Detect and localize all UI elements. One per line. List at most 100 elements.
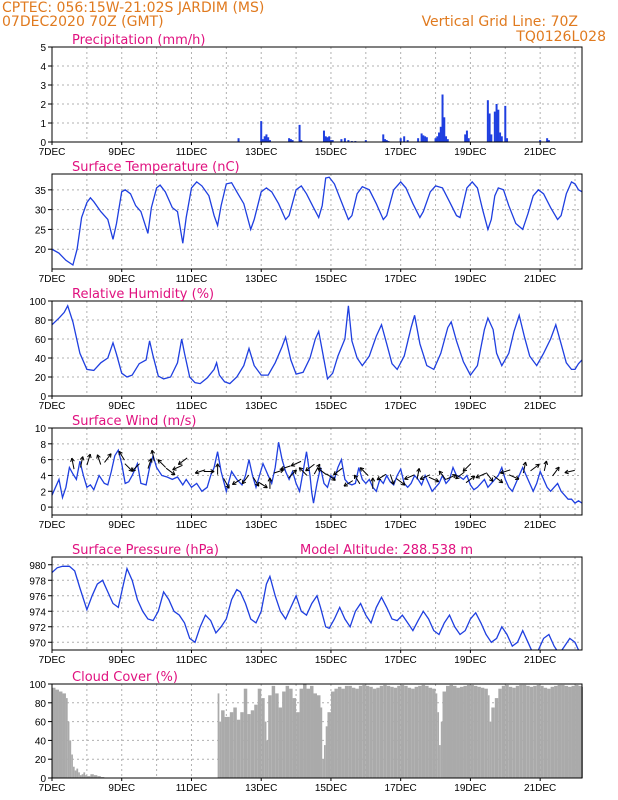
cloud-bar: [313, 693, 317, 778]
wind-arrow: [104, 453, 112, 463]
cloud-bar: [268, 695, 272, 778]
x-tick-label: 13DEC: [245, 147, 277, 158]
cloud-bar: [470, 684, 474, 778]
cloud-bar: [369, 686, 373, 778]
precip-bar: [439, 126, 442, 142]
precip-bar: [446, 139, 449, 142]
wind-arrow: [157, 459, 167, 468]
cloud-bar: [365, 685, 370, 778]
cloud-bar: [221, 710, 225, 778]
cloud-bar: [463, 685, 467, 778]
precip-bar: [291, 140, 294, 142]
wind-arrow: [522, 461, 528, 474]
wind-arrow: [165, 467, 176, 476]
cloud-bar: [219, 721, 222, 778]
precip-bar: [324, 136, 327, 142]
grid: [52, 557, 582, 650]
cloud-bar: [271, 685, 276, 778]
y-tick-label: 972: [29, 623, 46, 634]
x-tick-label: 19DEC: [454, 274, 486, 285]
panel-4: 0 2 4 6 8 10 7DEC 9DEC 11DEC 13DEC 15DEC 17DEC 19DEC…: [35, 414, 583, 531]
cloud-bar: [452, 685, 457, 778]
panel-2: 20 25 30 35 7DEC 9DEC 11DEC 13DEC 15DEC 17DEC 19DE…: [35, 160, 583, 285]
cloud-bar: [526, 685, 530, 778]
cloud-bar: [397, 685, 401, 778]
wind-arrow: [280, 465, 291, 471]
cloud-bar: [404, 685, 408, 778]
cloud-bar: [264, 721, 267, 778]
cloud-bar: [65, 698, 68, 778]
precip-bar: [263, 136, 266, 142]
panel-frame: [51, 46, 583, 143]
cloud-bar: [224, 716, 230, 778]
precip-bar: [267, 137, 270, 142]
cloud-bar: [418, 685, 422, 778]
x-tick-label: 21DEC: [524, 147, 556, 158]
y-tick-label: 974: [29, 607, 46, 618]
cloud-bar: [376, 687, 380, 778]
x-tick-label: 9DEC: [108, 274, 135, 285]
wind-arrow: [150, 449, 155, 462]
wind-arrow: [131, 463, 140, 472]
cloud-bar: [449, 684, 453, 778]
cloud-bar: [81, 774, 84, 778]
x-tick-label: 7DEC: [39, 520, 66, 531]
cloud-bar: [310, 685, 314, 778]
x-tick-label: 21DEC: [524, 655, 556, 666]
grid: [52, 301, 582, 396]
x-tick-label: 15DEC: [315, 274, 347, 285]
x-tick-label: 9DEC: [108, 401, 135, 412]
grid: [52, 47, 582, 142]
cloud-bar: [285, 685, 290, 778]
x-tick-label: 17DEC: [385, 147, 417, 158]
panel-1: 0 1 2 3 4 5 7DEC 9DEC 11DEC 13DEC 15DEC 17DEC 19DEC 2…: [39, 33, 583, 158]
cloud-bar: [71, 754, 73, 778]
precip-bar: [490, 134, 493, 142]
cloud-bar: [407, 687, 412, 778]
precip-bar: [417, 138, 420, 142]
wind-arrow: [404, 474, 415, 481]
x-tick-label: 17DEC: [385, 783, 417, 794]
precip-bar: [322, 130, 325, 142]
cloud-bar: [327, 712, 331, 778]
header-location: CPTEC: 056:15W-21:02S JARDIM (MS): [2, 0, 264, 16]
panel-title: Cloud Cover (%): [72, 670, 178, 685]
wind-arrow: [543, 460, 549, 472]
cloud-bar: [229, 712, 234, 778]
cloud-bar: [323, 745, 326, 778]
x-tick-label: 15DEC: [315, 520, 347, 531]
y-tick-label: 1: [40, 119, 46, 130]
x-tick-label: 13DEC: [245, 655, 277, 666]
y-tick-label: 976: [29, 592, 46, 603]
series-line: [52, 565, 580, 650]
wind-arrow: [79, 456, 85, 468]
cloud-bar: [421, 684, 426, 778]
wind-arrow: [419, 474, 431, 481]
cloud-bar: [557, 684, 562, 778]
cloud-bar: [459, 686, 464, 778]
panel-frame: [51, 683, 583, 779]
cloud-bar: [519, 684, 523, 778]
precip-bar: [237, 138, 240, 142]
cloud-bar: [428, 687, 433, 778]
cloud-bar: [358, 685, 363, 778]
precip-bar: [504, 105, 507, 142]
precip-bar: [539, 140, 542, 142]
cloud-bar: [578, 685, 582, 778]
wind-arrow: [428, 476, 440, 483]
header-vertical-grid: Vertical Grid Line: 70Z: [422, 14, 578, 30]
precip-bar: [288, 138, 291, 142]
precip-bar: [425, 137, 428, 142]
cloud-bar: [372, 688, 377, 778]
wind-arrow: [343, 480, 354, 487]
cloud-bar: [240, 712, 244, 778]
cloud-bar: [473, 685, 478, 778]
wind-arrow: [564, 469, 575, 475]
cloud-bar: [355, 688, 359, 778]
x-tick-label: 13DEC: [245, 274, 277, 285]
wind-arrow: [485, 472, 494, 482]
cloud-bar: [344, 685, 349, 778]
x-tick-label: 7DEC: [39, 783, 66, 794]
x-tick-label: 11DEC: [176, 783, 208, 794]
cloud-bar: [296, 712, 300, 778]
